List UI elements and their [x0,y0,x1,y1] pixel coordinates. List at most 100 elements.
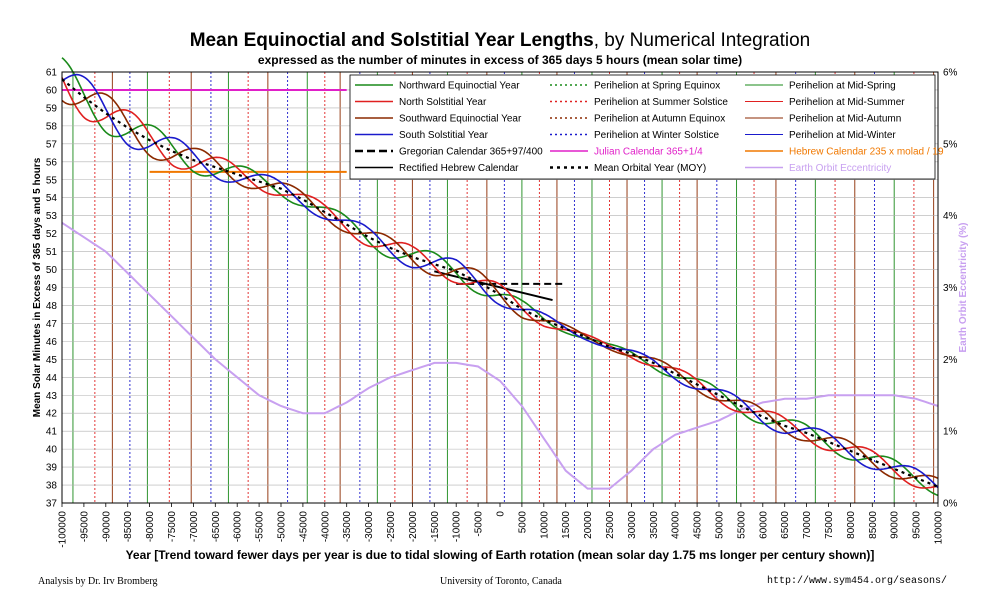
legend-label: Northward Equinoctial Year [399,81,520,92]
y-tick-label: 54 [46,193,58,204]
y-tick-label: 44 [46,373,58,384]
y-tick-label: 38 [46,481,58,492]
legend-label: Perihelion at Spring Equinox [594,81,720,92]
y-tick-label: 39 [46,463,58,474]
y2-tick-label: 6% [943,68,958,79]
y-tick-label: 49 [46,283,58,294]
x-tick-label: -40000 [320,511,331,543]
x-tick-label: 65000 [780,511,791,539]
x-tick-label: -80000 [145,511,156,543]
chart-subtitle: expressed as the number of minutes in ex… [257,53,743,67]
y-tick-label: 58 [46,121,58,132]
legend: Northward Equinoctial Year Perihelion at … [349,74,944,180]
legend-box [349,74,936,180]
x-tick-label: -35000 [342,511,353,543]
y-tick-label: 41 [46,427,58,438]
x-tick-label: -70000 [189,511,200,543]
x-tick-label: 30000 [627,511,638,539]
footer-url: http://www.sym454.org/seasons/ [767,576,948,587]
x-tick-label: -55000 [255,511,266,543]
x-tick-label: 20000 [583,511,594,539]
year-series-line [61,77,939,489]
x-tick-label: 75000 [824,511,835,539]
footer-institution: University of Toronto, Canada [440,576,562,587]
y2-tick-label: 1% [943,427,958,438]
y-tick-label: 45 [46,355,58,366]
moy-layer [61,78,939,488]
y-tick-label: 50 [46,265,58,276]
y-tick-label: 61 [46,68,58,79]
x-tick-label: 80000 [846,511,857,539]
x-tick-label: 55000 [736,511,747,539]
moy-line [61,78,939,488]
y-tick-label: 55 [46,175,58,186]
legend-label: Perihelion at Summer Solstice [594,97,728,108]
x-tick-label: -10000 [452,511,463,543]
legend-label: Southward Equinoctial Year [399,114,522,125]
y-tick-label: 53 [46,211,58,222]
x-tick-label: -20000 [408,511,419,543]
legend-label: Perihelion at Mid-Spring [789,81,896,92]
y-tick-label: 59 [46,103,58,114]
x-tick-label: 10000 [539,511,550,539]
eccentricity-curve [61,221,939,490]
legend-label: Perihelion at Mid-Summer [789,97,905,108]
y-tick-label: 47 [46,319,58,330]
x-tick-label: 0 [496,511,507,517]
x-tick-label: 100000 [934,511,945,545]
legend-label: North Solstitial Year [399,97,487,108]
y2-tick-label: 2% [943,355,958,366]
footer-author: Analysis by Dr. Irv Bromberg [38,576,158,587]
y-tick-label: 48 [46,301,58,312]
y2-tick-label: 4% [943,211,958,222]
legend-label: Perihelion at Winter Solstice [594,130,719,141]
x-tick-label: -60000 [233,511,244,543]
x-tick-label: 25000 [605,511,616,539]
x-tick-label: 40000 [671,511,682,539]
x-tick-label: -25000 [386,511,397,543]
legend-label: Mean Orbital Year (MOY) [594,163,706,174]
legend-label: Hebrew Calendar 235 x molad / 19 [789,147,944,158]
x-tick-label: 5000 [517,511,528,534]
x-tick-label: 60000 [758,511,769,539]
y-tick-label: 52 [46,229,58,240]
y2-tick-label: 5% [943,139,958,150]
legend-label: Perihelion at Autumn Equinox [594,114,725,125]
x-tick-label: 95000 [912,511,923,539]
x-tick-label: -5000 [474,511,485,537]
legend-label: South Solstitial Year [399,130,489,141]
x-tick-label: 70000 [802,511,813,539]
y-tick-label: 40 [46,445,58,456]
eccentricity-layer [61,221,939,490]
y-tick-label: 46 [46,337,58,348]
x-tick-label: 85000 [868,511,879,539]
y-tick-label: 57 [46,139,58,150]
chart-title-rest: , by Numerical Integration [593,30,811,51]
y-tick-label: 43 [46,391,58,402]
x-axis-label: Year [Trend toward fewer days per year i… [125,548,875,562]
x-tick-label: 50000 [715,511,726,539]
axis-ticks-layer: 37 38 39 40 41 42 43 44 45 46 47 48 49 50 51 52 53 54 55 56… [46,68,958,548]
legend-label: Gregorian Calendar 365+97/400 [399,147,543,158]
y-tick-label: 51 [46,247,58,258]
x-tick-label: -100000 [58,511,69,548]
legend-label: Earth Orbit Eccentricity [789,163,891,174]
x-tick-label: 90000 [890,511,901,539]
x-tick-label: -65000 [211,511,222,543]
y-axis-label: Mean Solar Minutes in Excess of 365 days… [32,157,43,417]
y-tick-label: 60 [46,85,58,96]
year-series-line [61,73,939,489]
y-tick-label: 37 [46,499,58,510]
x-tick-label: 35000 [649,511,660,539]
legend-label: Perihelion at Mid-Winter [789,130,896,141]
x-tick-label: -50000 [277,511,288,543]
y2-tick-label: 3% [943,283,958,294]
x-tick-label: -85000 [123,511,134,543]
x-tick-label: -90000 [101,511,112,543]
x-tick-label: 45000 [693,511,704,539]
x-tick-label: -30000 [364,511,375,543]
y2-tick-label: 0% [943,499,958,510]
legend-label: Perihelion at Mid-Autumn [789,114,901,125]
y-tick-label: 56 [46,157,58,168]
x-tick-label: -95000 [79,511,90,543]
